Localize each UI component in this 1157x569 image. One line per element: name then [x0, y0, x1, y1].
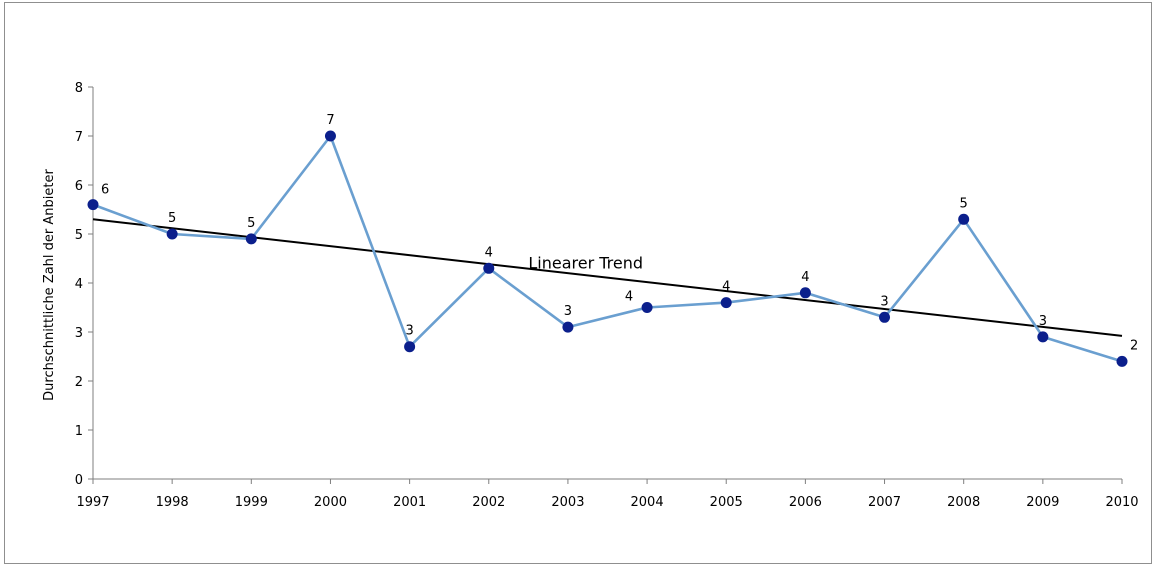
x-tick-label: 2010	[1105, 495, 1138, 510]
x-tick-label: 2006	[789, 495, 822, 510]
y-tick-label: 3	[75, 326, 83, 341]
data-point	[641, 302, 653, 313]
data-point	[562, 321, 574, 333]
data-point	[1037, 331, 1049, 343]
series-line	[92, 134, 1123, 363]
y-tick-label: 6	[75, 179, 83, 194]
x-tick-label: 2004	[631, 495, 664, 510]
x-tick-label: 2007	[868, 495, 901, 510]
y-tick-label: 0	[75, 473, 83, 488]
y-tick-label: 1	[75, 424, 83, 439]
x-tick-label: 1998	[156, 495, 189, 510]
data-point	[879, 311, 891, 323]
data-point	[404, 341, 416, 353]
data-label: 4	[485, 245, 493, 260]
data-label: 5	[960, 196, 968, 211]
x-tick-label: 1997	[76, 495, 109, 510]
x-tick-label: 2003	[551, 495, 584, 510]
data-point	[1116, 355, 1128, 367]
x-tick-label: 2005	[710, 495, 743, 510]
data-point	[799, 287, 811, 299]
x-tick-label: 2001	[393, 495, 426, 510]
data-label: 7	[326, 113, 334, 128]
trend-label: Linearer Trend	[528, 253, 643, 272]
axes: 0 1 2 3 4 5 6 7 8 1997 1998 1999 2000 2001 2002 2003 200…	[75, 81, 1139, 510]
line-chart: Durchschnittliche Zahl der Anbieter 0 1 2 3…	[42, 81, 1139, 510]
x-tick-label: 2000	[314, 495, 347, 510]
data-point	[245, 233, 257, 245]
trend-line	[92, 218, 1123, 337]
x-tick-label: 2002	[472, 495, 505, 510]
data-point	[324, 130, 336, 142]
data-label: 3	[564, 304, 572, 319]
series-layer	[87, 130, 1128, 367]
y-tick-label: 8	[75, 81, 83, 96]
chart-frame: Durchschnittliche Zahl der Anbieter 0 1 2 3…	[4, 2, 1152, 564]
data-point	[87, 199, 99, 211]
data-point	[166, 228, 178, 240]
data-label: 4	[722, 280, 730, 295]
data-label: 3	[880, 294, 888, 309]
data-label: 6	[101, 183, 109, 198]
x-tick-label: 1999	[235, 495, 268, 510]
trend-layer: Linearer Trend	[92, 218, 1123, 337]
y-tick-label: 7	[75, 130, 83, 145]
y-tick-label: 4	[75, 277, 83, 292]
data-label: 4	[625, 290, 633, 305]
data-label: 4	[801, 270, 809, 285]
data-point	[483, 262, 495, 274]
labels-layer: 6 5 5 7 3 4 3 4 4 4 3 5 3 2	[101, 113, 1138, 353]
y-axis-title: Durchschnittliche Zahl der Anbieter	[42, 169, 57, 401]
data-point	[720, 297, 732, 309]
data-label: 2	[1130, 338, 1138, 353]
data-label: 5	[247, 216, 255, 231]
data-label: 3	[405, 324, 413, 339]
data-label: 3	[1039, 314, 1047, 329]
y-tick-label: 5	[75, 228, 83, 243]
data-point	[958, 213, 970, 225]
x-tick-label: 2008	[947, 495, 980, 510]
y-tick-label: 2	[75, 375, 83, 390]
data-label: 5	[168, 211, 176, 226]
x-tick-label: 2009	[1026, 495, 1059, 510]
